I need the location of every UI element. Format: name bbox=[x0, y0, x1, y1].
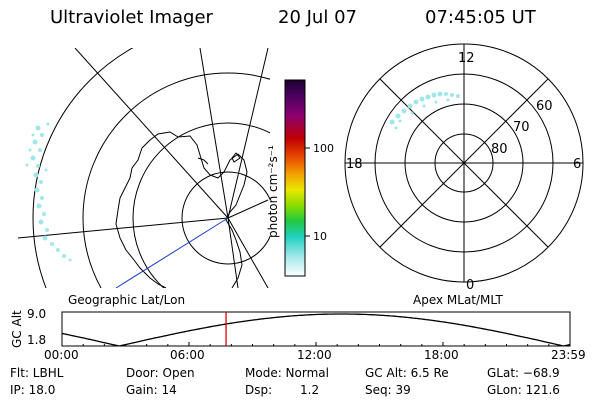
mlt-label-12: 12 bbox=[458, 51, 475, 66]
altitude-curve bbox=[62, 313, 570, 346]
mlt-label-6: 6 bbox=[573, 157, 581, 172]
orbit-track bbox=[115, 217, 229, 288]
gain-info: Gain: 14 bbox=[126, 383, 177, 397]
dsp-label: Dsp: bbox=[245, 383, 273, 397]
colorbar: 100 10 photon cm⁻²s⁻¹ bbox=[266, 79, 334, 277]
timeline-xtick-0000: 00:00 bbox=[44, 348, 79, 362]
timeline-xtick-1800: 18:00 bbox=[424, 348, 459, 362]
dsp-value: 1.2 bbox=[300, 383, 320, 397]
seq-info: Seq: 39 bbox=[365, 383, 411, 397]
colorbar-tick-100: 100 bbox=[313, 142, 334, 155]
timeline-xtick-2359: 23:59 bbox=[551, 348, 586, 362]
mlt-label-18: 18 bbox=[346, 157, 363, 172]
latitude-circles bbox=[32, 48, 270, 288]
timeline-xtick-1200: 12:00 bbox=[297, 348, 332, 362]
gc-alt-info: GC Alt: 6.5 Re bbox=[365, 366, 449, 380]
date-label: 20 Jul 07 bbox=[278, 7, 357, 28]
mlt-label-0: 0 bbox=[466, 278, 474, 293]
longitude-lines bbox=[17, 48, 269, 288]
geographic-map bbox=[17, 48, 270, 288]
glat-info: GLat: −68.9 bbox=[487, 366, 560, 380]
door-info: Door: Open bbox=[126, 366, 195, 380]
altitude-timeline bbox=[61, 311, 571, 347]
right-map-label: Apex MLat/MLT bbox=[413, 293, 503, 307]
timeline-ymin: 1.8 bbox=[27, 333, 46, 347]
mode-info: Mode: Normal bbox=[245, 366, 329, 380]
filter-info: Flt: LBHL bbox=[10, 366, 64, 380]
mlat-label-60: 60 bbox=[536, 99, 553, 114]
glon-info: GLon: 121.6 bbox=[487, 383, 560, 397]
timeline-ticks bbox=[61, 342, 571, 346]
timeline-xtick-0600: 06:00 bbox=[170, 348, 205, 362]
aurora-emission-left bbox=[25, 122, 72, 262]
timeline-ylabel: GC Alt bbox=[10, 310, 24, 348]
left-map-label: Geographic Lat/Lon bbox=[68, 293, 185, 307]
coastline bbox=[115, 131, 248, 288]
mlat-label-80: 80 bbox=[491, 142, 508, 157]
time-label: 07:45:05 UT bbox=[425, 7, 536, 28]
mlat-label-70: 70 bbox=[513, 120, 530, 135]
ip-info: IP: 18.0 bbox=[10, 383, 56, 397]
colorbar-unit-label: photon cm⁻²s⁻¹ bbox=[266, 145, 280, 238]
timeline-ymax: 9.0 bbox=[27, 307, 46, 321]
instrument-title: Ultraviolet Imager bbox=[50, 7, 213, 28]
colorbar-tick-10: 10 bbox=[313, 230, 327, 243]
apex-polar-map bbox=[344, 43, 584, 283]
aurora-emission-right bbox=[389, 91, 460, 130]
